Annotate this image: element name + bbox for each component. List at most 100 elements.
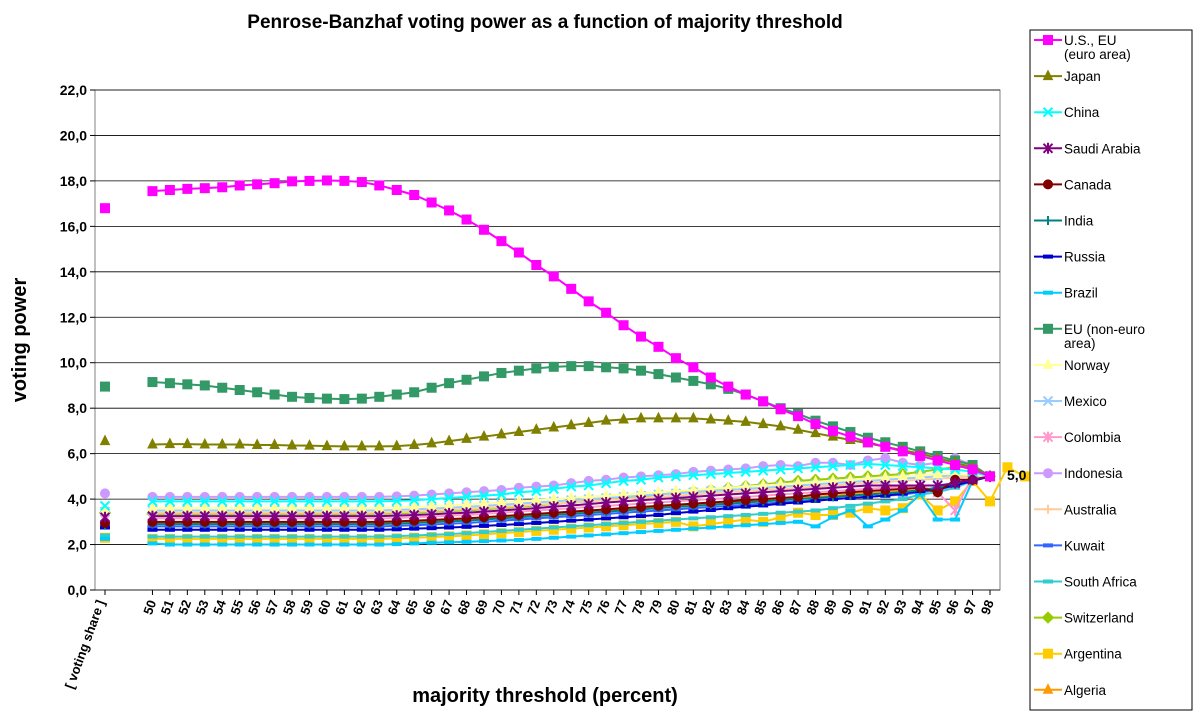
data-point bbox=[287, 527, 298, 532]
data-point bbox=[269, 527, 280, 532]
data-point bbox=[740, 523, 751, 528]
x-tick-label: 80 bbox=[664, 598, 683, 617]
data-point bbox=[269, 178, 280, 189]
x-tick-label: 72 bbox=[524, 598, 543, 617]
data-point bbox=[548, 501, 559, 513]
data-point bbox=[461, 524, 472, 529]
data-point bbox=[670, 516, 681, 527]
data-point bbox=[600, 414, 612, 425]
x-tick-label: 61 bbox=[332, 598, 351, 617]
data-point bbox=[810, 508, 821, 513]
data-point bbox=[513, 425, 525, 437]
data-point bbox=[618, 475, 629, 487]
data-point bbox=[548, 483, 559, 495]
data-point bbox=[566, 534, 577, 539]
data-point bbox=[339, 534, 350, 539]
data-point bbox=[740, 389, 751, 400]
data-point bbox=[636, 514, 647, 519]
data-point bbox=[444, 525, 455, 530]
data-point bbox=[373, 439, 385, 451]
data-point bbox=[426, 197, 437, 208]
data-point bbox=[513, 503, 525, 515]
data-point bbox=[234, 385, 245, 395]
data-point bbox=[147, 377, 158, 388]
data-point bbox=[967, 474, 978, 486]
legend-item: Colombia bbox=[1034, 430, 1122, 445]
data-point bbox=[950, 460, 961, 470]
x-tick-label: 75 bbox=[576, 598, 595, 617]
x-tick-label: 83 bbox=[716, 598, 735, 617]
data-point bbox=[409, 541, 420, 546]
data-point bbox=[286, 496, 298, 507]
data-point bbox=[932, 455, 943, 466]
data-point bbox=[967, 464, 978, 475]
legend-label: Russia bbox=[1064, 250, 1106, 265]
x-tick-label: 52 bbox=[175, 598, 194, 617]
legend-label: Japan bbox=[1064, 69, 1101, 84]
data-point bbox=[182, 527, 193, 532]
data-point bbox=[548, 271, 559, 282]
legend-item: Switzerland bbox=[1034, 611, 1134, 626]
data-point bbox=[862, 501, 873, 506]
data-point bbox=[374, 534, 385, 539]
data-point bbox=[531, 525, 542, 536]
data-point bbox=[775, 464, 786, 475]
data-point bbox=[880, 441, 891, 452]
data-point bbox=[636, 365, 647, 376]
x-tick-label: 84 bbox=[733, 597, 752, 616]
data-point bbox=[845, 503, 856, 508]
data-point bbox=[810, 524, 821, 529]
data-point bbox=[670, 411, 682, 423]
data-point bbox=[618, 320, 629, 331]
legend-label: Switzerland bbox=[1064, 611, 1134, 626]
x-tick-label: 60 bbox=[315, 598, 334, 617]
data-point bbox=[252, 542, 263, 547]
data-point bbox=[566, 283, 577, 294]
data-point bbox=[478, 539, 489, 544]
data-point bbox=[548, 535, 559, 540]
data-point bbox=[496, 367, 507, 378]
x-tick-label: 95 bbox=[925, 598, 944, 617]
data-point bbox=[531, 485, 542, 497]
data-point bbox=[374, 542, 385, 547]
data-point bbox=[688, 375, 699, 386]
x-tick-label: 93 bbox=[891, 598, 910, 617]
data-point bbox=[792, 423, 804, 434]
data-point bbox=[583, 361, 594, 372]
data-point bbox=[391, 389, 402, 400]
data-point bbox=[601, 516, 612, 521]
data-point bbox=[688, 362, 699, 373]
x-tick-label: 70 bbox=[489, 598, 508, 617]
data-point bbox=[409, 190, 420, 200]
data-point bbox=[199, 183, 210, 194]
legend-label: Indonesia bbox=[1064, 466, 1123, 481]
x-tick-label: 74 bbox=[559, 597, 578, 616]
data-point bbox=[897, 479, 908, 491]
legend-marker bbox=[1043, 35, 1053, 45]
data-point bbox=[758, 516, 769, 527]
data-point bbox=[339, 496, 350, 507]
data-point bbox=[583, 416, 594, 427]
data-point bbox=[304, 534, 315, 539]
data-point bbox=[531, 260, 542, 270]
x-tick-label: 71 bbox=[507, 598, 526, 617]
data-point bbox=[618, 520, 629, 525]
data-point bbox=[444, 532, 455, 537]
x-tick-label: 76 bbox=[594, 598, 613, 617]
x-tick-label: 96 bbox=[943, 598, 962, 617]
data-point bbox=[914, 468, 926, 480]
data-point bbox=[252, 534, 263, 539]
data-point bbox=[688, 470, 699, 481]
x-tick-label: 69 bbox=[472, 598, 491, 617]
data-point bbox=[862, 524, 873, 529]
legend-item: EU (non-euro area) bbox=[1034, 322, 1145, 351]
data-point bbox=[321, 510, 333, 522]
legend-marker bbox=[1043, 468, 1053, 479]
data-point bbox=[723, 467, 734, 479]
data-point bbox=[269, 510, 280, 522]
data-point bbox=[217, 382, 228, 393]
y-tick-label: 0,0 bbox=[68, 582, 88, 598]
data-point bbox=[287, 542, 298, 547]
legend-item: Russia bbox=[1034, 250, 1106, 265]
data-point bbox=[1002, 462, 1013, 473]
